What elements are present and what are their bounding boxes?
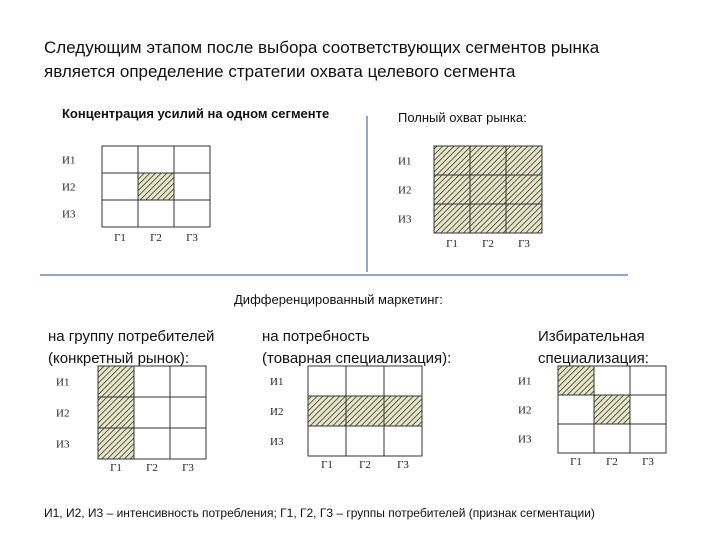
segment-cell-filled (557, 365, 595, 396)
col-label: Г1 (110, 462, 122, 474)
segment-cell (169, 365, 207, 398)
segment-cell (101, 199, 139, 228)
consumer-group-title-line1: на группу потребителей (48, 328, 215, 345)
segment-cell (173, 145, 211, 174)
row-label: И3 (270, 436, 284, 448)
segment-cell-filled (433, 145, 471, 176)
row-label: И1 (56, 377, 69, 389)
segment-cell (557, 394, 595, 425)
segment-cell (307, 425, 347, 457)
consumer-group-grid: И1 И2 И3 Г1 Г2 Г3 (56, 365, 207, 474)
segment-cell (307, 365, 347, 397)
need-grid: И1 И2 И3 Г1 Г2 Г3 (270, 365, 423, 471)
segment-cell-filled (345, 395, 385, 427)
segment-cell-filled (97, 365, 135, 398)
segment-cell (383, 365, 423, 397)
segment-cell (137, 145, 175, 174)
row-label: И3 (62, 209, 76, 221)
selective-title-line1: Избирательная (538, 328, 645, 345)
title-line-1: Следующим этапом после выбора соответств… (44, 38, 600, 57)
segment-cell-filled (469, 145, 507, 176)
segment-cell (169, 427, 207, 460)
segment-cell (629, 365, 667, 396)
segment-cell (593, 365, 631, 396)
col-label: Г1 (114, 232, 126, 244)
full-coverage-title: Полный охват рынка: (398, 110, 527, 125)
col-label: Г3 (182, 462, 194, 474)
consumer-group-title: на группу потребителей (конкретный рынок… (48, 326, 214, 370)
footnote: И1, И2, И3 – интенсивность потребления; … (44, 506, 595, 520)
segment-cell (137, 199, 175, 228)
consumer-group-title-line2: (конкретный рынок): (48, 350, 190, 367)
col-label: Г3 (642, 456, 654, 468)
segment-cell-filled (137, 172, 175, 201)
col-label: Г2 (150, 232, 162, 244)
segment-cell-filled (593, 394, 631, 425)
concentration-title: Концентрация усилий на одном сегменте (62, 106, 330, 121)
col-label: Г3 (518, 238, 530, 250)
segment-cell-filled (505, 145, 543, 176)
row-label: И3 (518, 434, 532, 446)
row-label: И1 (270, 376, 283, 388)
row-label: И3 (398, 214, 412, 226)
segment-cell (557, 423, 595, 454)
row-label: И2 (62, 182, 75, 194)
selective-title: Избирательная специализация: (538, 326, 649, 370)
col-label: Г2 (482, 238, 494, 250)
col-label: Г1 (446, 238, 458, 250)
segment-cell (593, 423, 631, 454)
row-label: И2 (270, 406, 283, 418)
col-label: Г1 (570, 456, 582, 468)
need-title-line1: на потребность (262, 328, 370, 345)
segment-cell-filled (469, 203, 507, 234)
segment-cell-filled (469, 174, 507, 205)
col-label: Г2 (606, 456, 618, 468)
segment-cell (383, 425, 423, 457)
segment-cell-filled (433, 174, 471, 205)
need-title-line2: (товарная специализация): (262, 350, 452, 367)
row-label: И1 (398, 156, 411, 168)
col-label: Г2 (359, 459, 371, 471)
segment-cell (629, 394, 667, 425)
col-label: Г1 (321, 459, 333, 471)
segment-cell (101, 172, 139, 201)
col-label: Г2 (146, 462, 158, 474)
segment-cell-filled (97, 427, 135, 460)
segment-cell-filled (307, 395, 347, 427)
differentiated-heading: Дифференцированный маркетинг: (234, 292, 443, 307)
row-label: И2 (398, 185, 411, 197)
segment-cell (133, 365, 171, 398)
row-label: И2 (518, 405, 531, 417)
col-label: Г3 (186, 232, 198, 244)
segment-cell (629, 423, 667, 454)
segment-cell (173, 172, 211, 201)
segment-cell (133, 427, 171, 460)
segment-cell-filled (383, 395, 423, 427)
segment-cell (169, 396, 207, 429)
slide-title: Следующим этапом после выбора соответств… (44, 36, 599, 84)
row-label: И1 (518, 376, 531, 388)
segment-cell (101, 145, 139, 174)
segment-cell (133, 396, 171, 429)
concentration-grid: И1 И2 И3 Г1 Г2 Г3 (62, 145, 211, 244)
row-label: И1 (62, 155, 75, 167)
need-title: на потребность (товарная специализация): (262, 326, 451, 370)
selective-title-line2: специализация: (538, 350, 649, 367)
segment-cell (173, 199, 211, 228)
segment-cell (345, 425, 385, 457)
title-line-2: является определение стратегии охвата це… (44, 62, 516, 81)
row-label: И2 (56, 408, 69, 420)
segment-cell-filled (505, 174, 543, 205)
segment-cell-filled (433, 203, 471, 234)
segment-cell-filled (97, 396, 135, 429)
segment-cell-filled (505, 203, 543, 234)
segment-cell (345, 365, 385, 397)
full-grid: И1 И2 И3 Г1 Г2 Г3 (398, 145, 543, 250)
col-label: Г3 (397, 459, 409, 471)
row-label: И3 (56, 439, 70, 451)
selective-grid: И1 И2 И3 Г1 Г2 Г3 (518, 365, 667, 468)
